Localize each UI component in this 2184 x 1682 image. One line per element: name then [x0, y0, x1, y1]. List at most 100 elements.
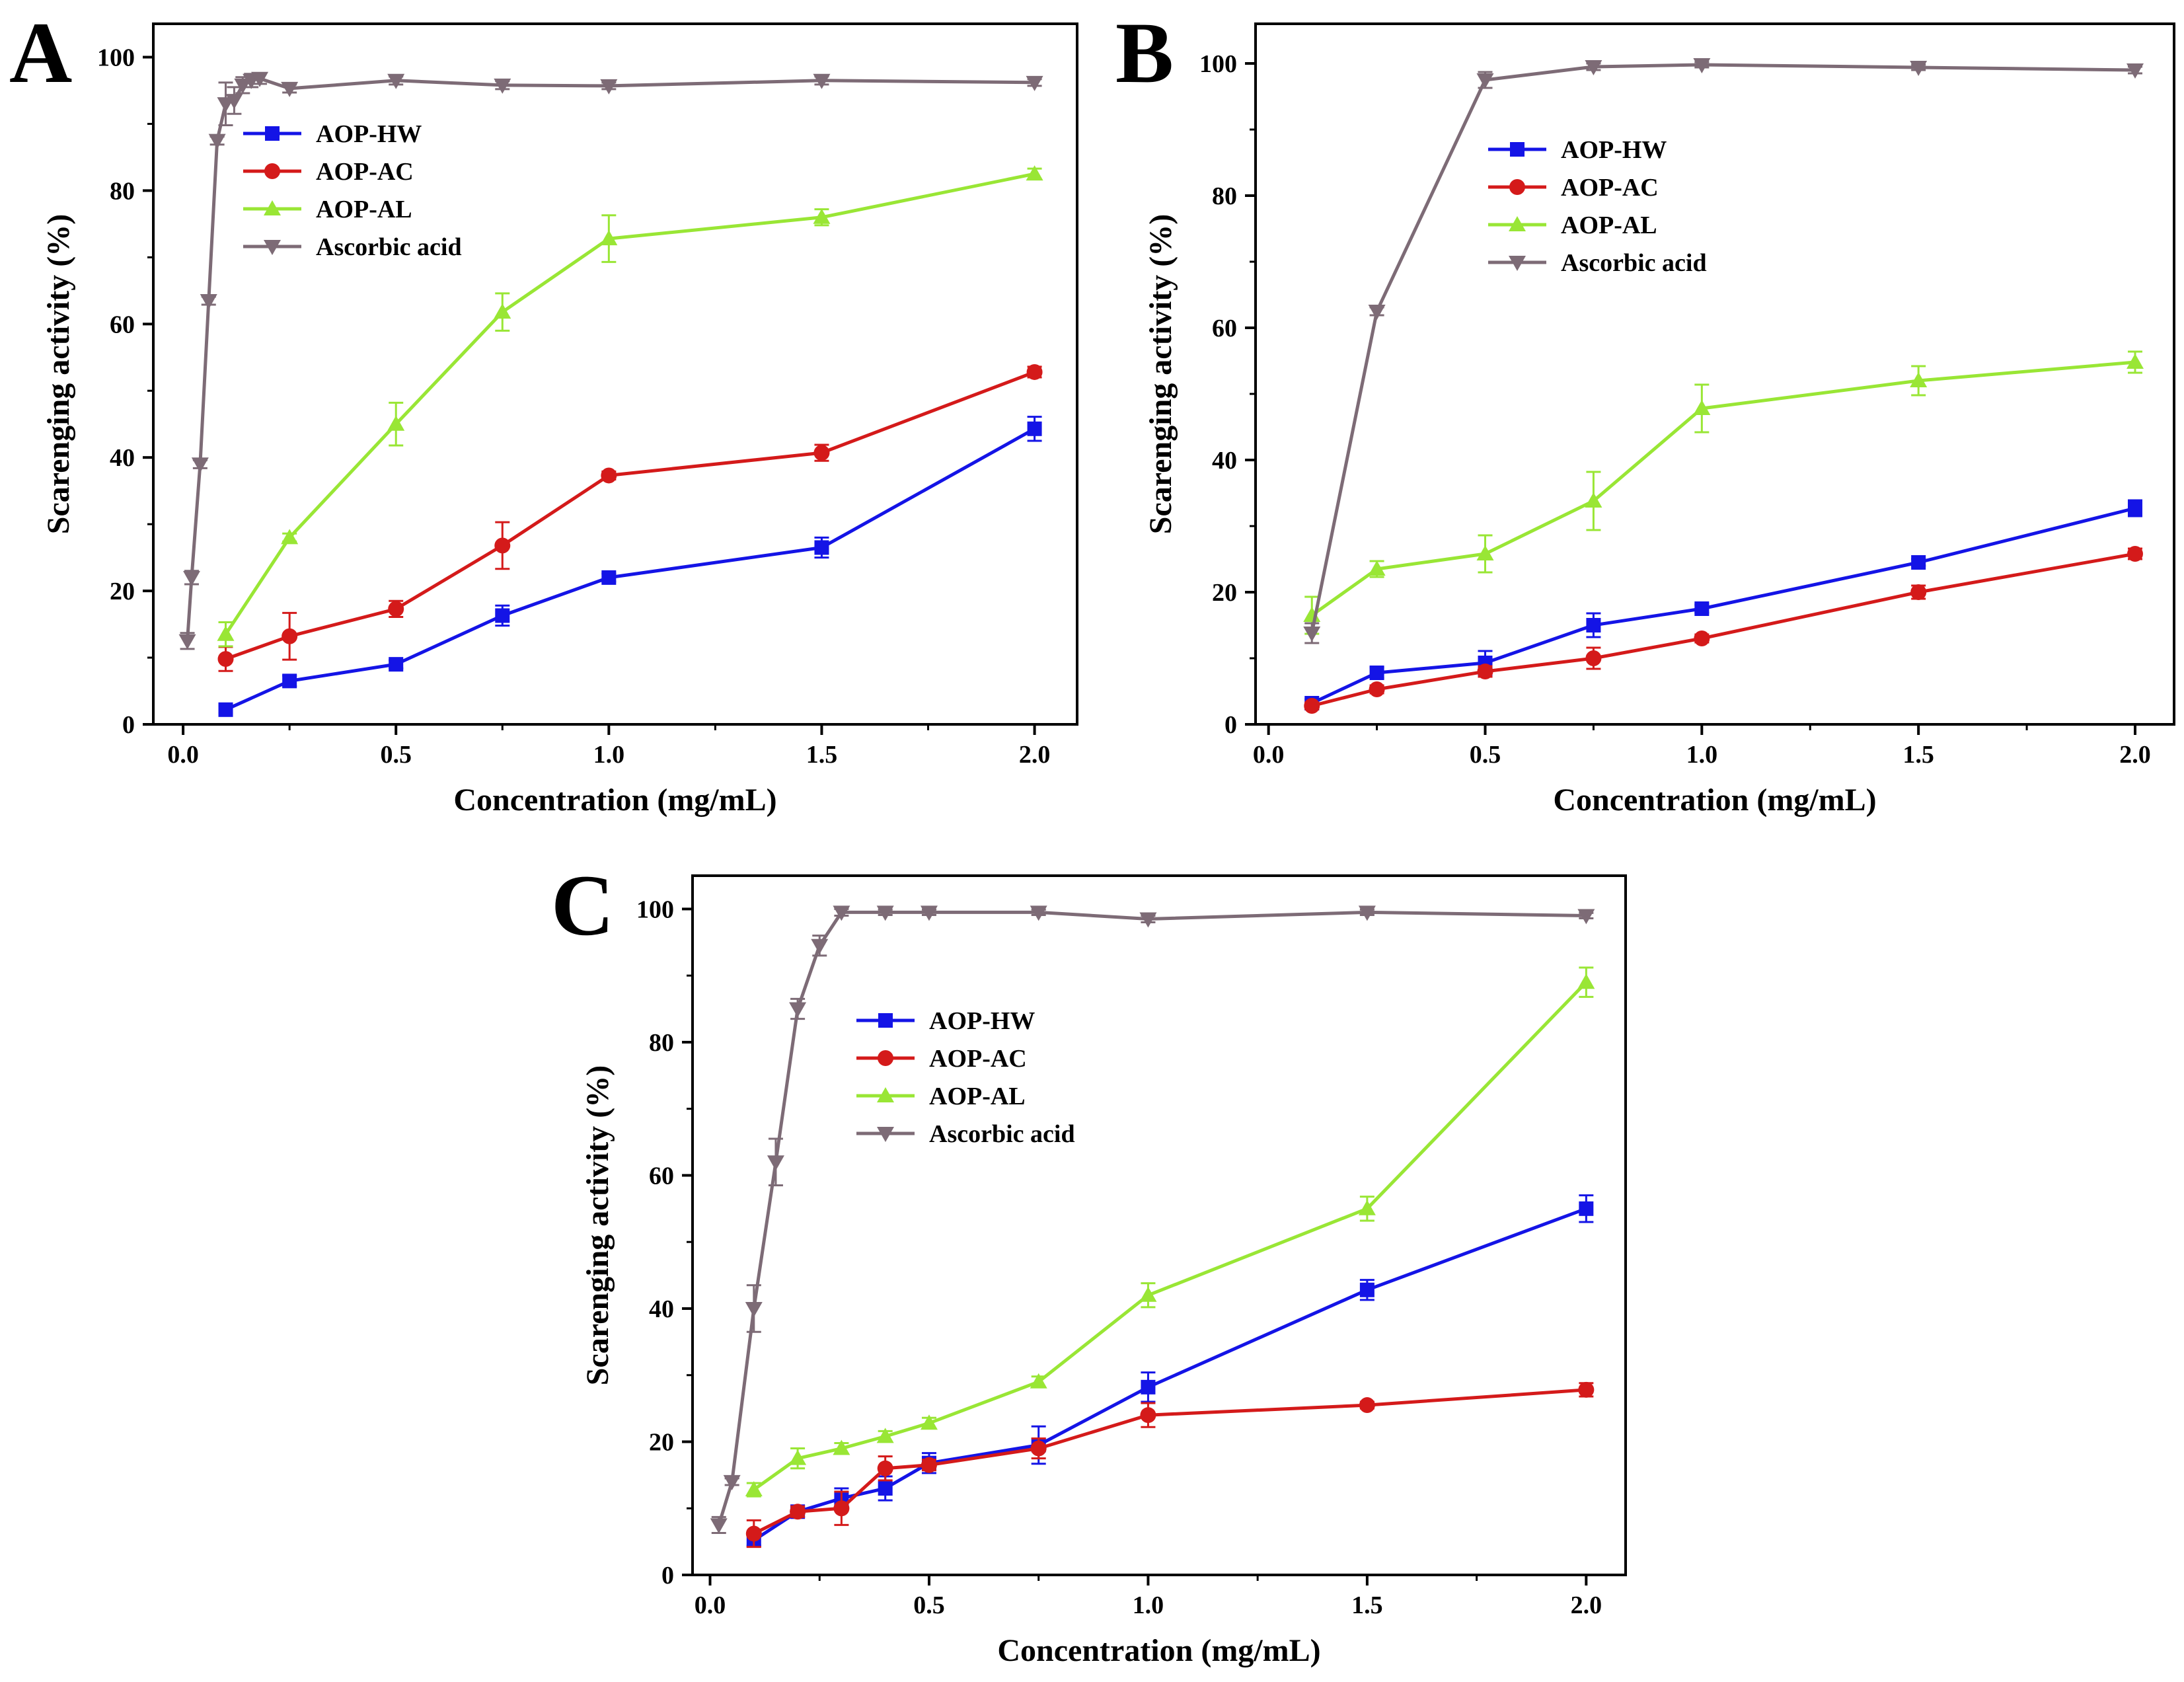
data-point — [813, 445, 830, 461]
legend-label: AOP-AL — [929, 1083, 1026, 1110]
data-point — [789, 1449, 807, 1465]
y-tick-label: 80 — [110, 177, 135, 205]
data-point — [2127, 501, 2142, 516]
data-point — [2127, 546, 2143, 562]
y-tick-label: 100 — [636, 896, 674, 923]
data-point — [1910, 61, 1928, 76]
data-point — [1359, 1282, 1374, 1297]
data-point — [833, 1439, 850, 1455]
plot-frame — [152, 22, 1078, 726]
data-point — [1694, 601, 1710, 616]
series-line — [1310, 63, 2136, 634]
x-tick-label: 0.5 — [380, 741, 412, 769]
data-point — [1026, 363, 1043, 380]
series-line — [753, 1388, 1587, 1535]
data-point — [2126, 354, 2144, 369]
data-point — [1369, 666, 1384, 680]
data-point — [495, 608, 510, 623]
data-point — [1141, 1379, 1156, 1395]
y-tick-label: 40 — [110, 444, 135, 472]
data-point — [1694, 631, 1710, 646]
x-tick-label: 2.0 — [2119, 741, 2151, 769]
data-point — [877, 1460, 893, 1476]
y-tick-label: 0 — [661, 1562, 674, 1589]
legend-marker — [264, 240, 281, 255]
x-axis-label: Concentration (mg/mL) — [1553, 783, 1876, 818]
x-tick-label: 1.5 — [1351, 1591, 1383, 1619]
data-point — [388, 601, 404, 617]
data-point — [178, 634, 196, 650]
data-point — [1139, 912, 1157, 928]
data-point — [1304, 698, 1320, 714]
data-point — [494, 303, 511, 319]
x-tick-label: 0.0 — [1253, 741, 1285, 769]
data-point — [387, 73, 405, 89]
data-point — [811, 938, 829, 954]
data-point — [920, 905, 938, 921]
y-axis-label: Scarenging activity (%) — [1143, 214, 1178, 534]
y-tick-label: 20 — [110, 578, 135, 605]
data-point — [282, 673, 297, 689]
data-point — [1577, 909, 1595, 925]
data-point — [767, 1155, 784, 1171]
data-point — [1578, 1381, 1595, 1398]
legend: AOP-HW AOP-AC AOP-AL Ascorbic acid — [856, 1007, 1075, 1148]
data-point — [1368, 305, 1386, 320]
series-aop-al — [217, 165, 1043, 648]
data-point — [1585, 492, 1602, 508]
legend-label: AOP-AL — [316, 196, 412, 223]
legend-label: Ascorbic acid — [1561, 249, 1707, 277]
data-point — [1026, 165, 1043, 181]
y-tick-label: 80 — [649, 1029, 674, 1057]
data-point — [1140, 1407, 1156, 1424]
x-tick-label: 1.5 — [1902, 741, 1934, 769]
data-point — [600, 230, 618, 246]
data-point — [723, 1474, 741, 1490]
data-point — [813, 208, 831, 224]
data-point — [789, 1002, 807, 1018]
plot-frame — [691, 874, 1627, 1576]
data-point — [1027, 421, 1042, 436]
legend-marker — [877, 1127, 894, 1142]
x-axis-label: Concentration (mg/mL) — [453, 783, 776, 818]
data-point — [745, 1301, 763, 1317]
legend-marker — [264, 163, 280, 179]
data-point — [1030, 1440, 1047, 1457]
data-point — [282, 628, 298, 644]
x-tick-label: 1.0 — [593, 741, 625, 769]
y-tick-label: 0 — [122, 711, 135, 739]
data-point — [921, 1457, 937, 1473]
y-axis-label: Scarenging activity (%) — [41, 214, 76, 534]
data-point — [1693, 400, 1711, 415]
data-point — [494, 78, 511, 94]
legend-marker — [878, 1050, 893, 1066]
legend-marker — [1510, 142, 1525, 157]
y-tick-label: 100 — [1199, 50, 1237, 78]
x-tick-label: 2.0 — [1571, 1591, 1602, 1619]
x-tick-label: 0.5 — [1470, 741, 1501, 769]
panel-letter: B — [1115, 4, 1174, 101]
data-point — [251, 71, 269, 87]
legend-label: AOP-AC — [316, 158, 414, 186]
y-tick-label: 80 — [1212, 182, 1237, 210]
data-point — [387, 415, 405, 431]
data-point — [1369, 681, 1385, 697]
data-point — [234, 78, 252, 94]
y-tick-label: 40 — [1212, 447, 1237, 475]
data-point — [1577, 974, 1595, 989]
data-point — [790, 1504, 806, 1520]
data-point — [217, 651, 234, 668]
legend-marker — [1509, 216, 1526, 231]
data-point — [1358, 905, 1376, 921]
chart-panel-b: 0.0 0.5 1.0 1.5 2.0 0 20 40 60 80 100 Concentration… — [1115, 4, 2175, 818]
legend-marker — [264, 200, 281, 215]
legend-marker — [877, 1087, 894, 1102]
legend-label: AOP-HW — [929, 1007, 1035, 1035]
data-point — [814, 540, 829, 555]
data-point — [1358, 1200, 1376, 1215]
x-tick-label: 0.5 — [913, 1591, 945, 1619]
x-axis-label: Concentration (mg/mL) — [997, 1633, 1320, 1668]
legend-label: AOP-AC — [1561, 174, 1659, 202]
data-point — [600, 79, 618, 95]
